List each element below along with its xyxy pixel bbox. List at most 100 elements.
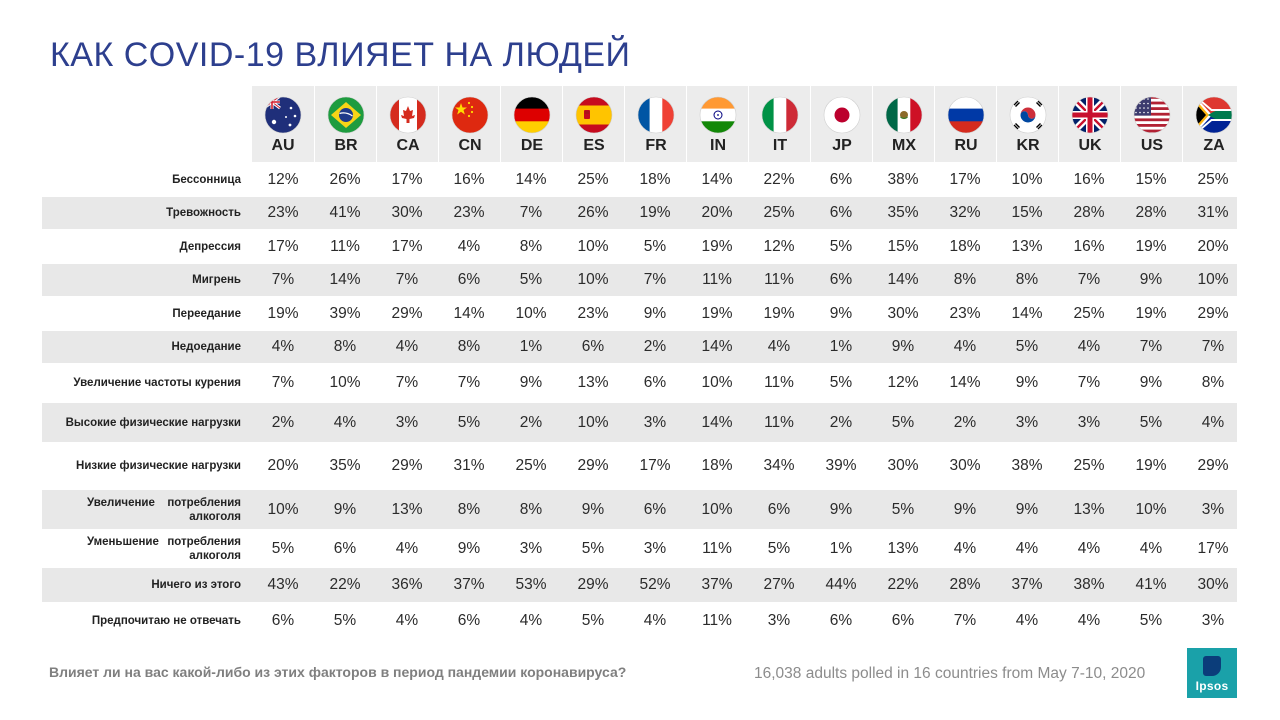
table-cell: 5% (1139, 413, 1163, 431)
table-cell: 4% (395, 612, 419, 629)
table-cell: 25% (763, 204, 795, 221)
table-cell: 7% (1139, 338, 1163, 355)
country-code: US (1140, 137, 1164, 154)
table-cell: 6% (829, 612, 853, 629)
table-cell: 9% (519, 374, 543, 391)
table-cell: 2% (953, 413, 977, 431)
table-cell: 12% (887, 374, 919, 391)
table-cell: 29% (391, 304, 423, 322)
table-cell: 5% (333, 612, 357, 629)
table-cell: 38% (1011, 457, 1043, 474)
table-cell: 7% (457, 374, 481, 391)
flag-au-icon (264, 96, 302, 134)
row-label-text: Переедание (172, 307, 241, 320)
table-cell: 6% (829, 271, 853, 288)
table-cell: 4% (1015, 612, 1039, 629)
table-cell: 29% (1197, 457, 1229, 474)
table-cell: 14% (515, 171, 547, 188)
row-label-text: Предпочитаю не отвечать (91, 615, 241, 627)
row-label-text: Увеличение частоты курения (73, 377, 241, 389)
table-cell: 41% (329, 204, 361, 221)
table-cell: 35% (887, 204, 919, 221)
table-cell: 15% (1135, 171, 1167, 188)
country-code: CA (396, 137, 420, 154)
table-cell: 37% (701, 576, 733, 593)
row-label: Высокие физические нагрузки (42, 403, 241, 442)
table-cell: 5% (581, 539, 605, 557)
country-code: MX (892, 137, 916, 154)
table-cell: 31% (1197, 204, 1229, 221)
table-cell: 26% (577, 204, 609, 221)
table-cell: 8% (519, 500, 543, 518)
table-cell: 19% (701, 237, 733, 255)
country-header-mx: MX (872, 86, 935, 162)
table-cell: 9% (1139, 374, 1163, 391)
table-cell: 32% (949, 204, 981, 221)
table-cell: 17% (391, 171, 423, 188)
table-cell: 4% (1139, 539, 1163, 557)
row-label-text: Ничего из этого (151, 579, 241, 591)
table-cell: 5% (829, 374, 853, 391)
row-label-text: Уменьшение потребления алкоголя (87, 535, 241, 562)
country-header-de: DE (500, 86, 563, 162)
table-cell: 4% (519, 612, 543, 629)
row-label: Мигрень (42, 264, 241, 296)
table-cell: 5% (581, 612, 605, 629)
table-cell: 29% (1197, 304, 1229, 322)
row-label-text: Депрессия (179, 240, 241, 253)
table-cell: 5% (1015, 338, 1039, 355)
flag-fr-icon (637, 96, 675, 134)
table-cell: 6% (643, 374, 667, 391)
table-cell: 29% (577, 457, 609, 474)
row-label-text: Высокие физические нагрузки (65, 416, 241, 429)
row-label: Депрессия (42, 230, 241, 263)
survey-question: Влияет ли на вас какой-либо из этих факт… (49, 664, 627, 680)
table-cell: 6% (457, 271, 481, 288)
flag-cn-icon (451, 96, 489, 134)
country-code: CN (458, 137, 482, 154)
table-cell: 12% (763, 237, 795, 255)
table-cell: 5% (1139, 612, 1163, 629)
table-cell: 22% (329, 576, 361, 593)
row-band (42, 490, 1237, 529)
table-cell: 6% (271, 612, 295, 629)
flag-za-icon (1195, 96, 1233, 134)
table-cell: 4% (1077, 338, 1101, 355)
table-cell: 25% (1073, 304, 1105, 322)
table-cell: 9% (953, 500, 977, 518)
country-header-it: IT (748, 86, 811, 162)
table-cell: 10% (1197, 271, 1229, 288)
table-cell: 25% (1197, 171, 1229, 188)
table-cell: 4% (953, 338, 977, 355)
table-cell: 30% (887, 457, 919, 474)
table-cell: 20% (267, 457, 299, 474)
table-cell: 38% (887, 171, 919, 188)
table-cell: 22% (887, 576, 919, 593)
table-cell: 25% (577, 171, 609, 188)
table-cell: 11% (702, 271, 732, 288)
row-band (42, 568, 1237, 602)
country-header-uk: UK (1058, 86, 1121, 162)
table-cell: 25% (1073, 457, 1105, 474)
table-cell: 1% (829, 539, 853, 557)
table-cell: 16% (1073, 237, 1105, 255)
table-cell: 13% (391, 500, 423, 518)
table-cell: 9% (829, 304, 853, 322)
table-cell: 5% (767, 539, 791, 557)
table-cell: 5% (643, 237, 667, 255)
table-cell: 4% (333, 413, 357, 431)
table-cell: 30% (391, 204, 423, 221)
table-cell: 5% (519, 271, 543, 288)
flag-ca-icon (389, 96, 427, 134)
table-cell: 8% (1015, 271, 1039, 288)
country-header-fr: FR (624, 86, 687, 162)
table-cell: 5% (829, 237, 853, 255)
country-code: KR (1016, 137, 1040, 154)
table-cell: 23% (453, 204, 485, 221)
table-cell: 18% (701, 457, 733, 474)
table-cell: 38% (1073, 576, 1105, 593)
table-cell: 6% (581, 338, 605, 355)
row-label: Бессонница (42, 164, 241, 196)
table-cell: 4% (1077, 539, 1101, 557)
row-label: Низкие физические нагрузки (42, 442, 241, 490)
